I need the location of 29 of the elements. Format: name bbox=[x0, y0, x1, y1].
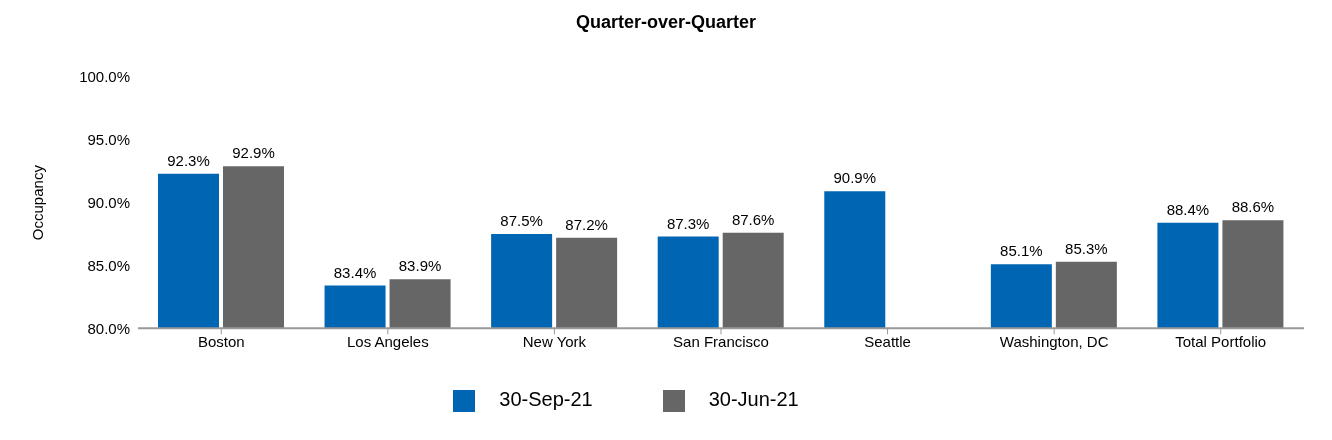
x-tick-label: Los Angeles bbox=[346, 332, 429, 350]
data-label: 88.4% bbox=[1166, 200, 1210, 218]
y-axis-title: Occupancy bbox=[29, 164, 47, 241]
chart-title: Quarter-over-Quarter bbox=[574, 12, 758, 34]
y-tick-label: 85.0% bbox=[87, 256, 130, 274]
x-tick-label: Boston bbox=[197, 332, 245, 350]
y-tick-label: 95.0% bbox=[87, 131, 130, 149]
data-label: 83.9% bbox=[398, 257, 442, 275]
x-tick-label: New York bbox=[522, 332, 587, 350]
data-label: 85.1% bbox=[1000, 242, 1043, 260]
x-tick-label: Seattle bbox=[864, 332, 911, 350]
x-tick-label: Washington, DC bbox=[999, 332, 1109, 350]
data-label: 90.9% bbox=[833, 169, 877, 187]
legend-label: 30-Jun-21 bbox=[708, 388, 799, 411]
data-label: 87.6% bbox=[731, 210, 775, 228]
data-label: 92.9% bbox=[232, 144, 275, 162]
data-label: 87.3% bbox=[666, 214, 710, 232]
legend-label: 30-Sep-21 bbox=[499, 388, 593, 411]
x-tick-label: San Francisco bbox=[673, 332, 769, 350]
data-label: 87.2% bbox=[565, 215, 608, 233]
data-label: 85.3% bbox=[1065, 239, 1108, 257]
data-label: 88.6% bbox=[1231, 198, 1275, 216]
x-tick-label: Total Portfolio bbox=[1175, 332, 1267, 350]
data-label: 83.4% bbox=[333, 263, 377, 281]
y-tick-label: 80.0% bbox=[87, 319, 130, 337]
y-tick-label: 100.0% bbox=[79, 68, 130, 86]
data-label: 92.3% bbox=[167, 151, 210, 169]
y-tick-label: 90.0% bbox=[87, 193, 130, 211]
data-label: 87.5% bbox=[500, 212, 543, 230]
